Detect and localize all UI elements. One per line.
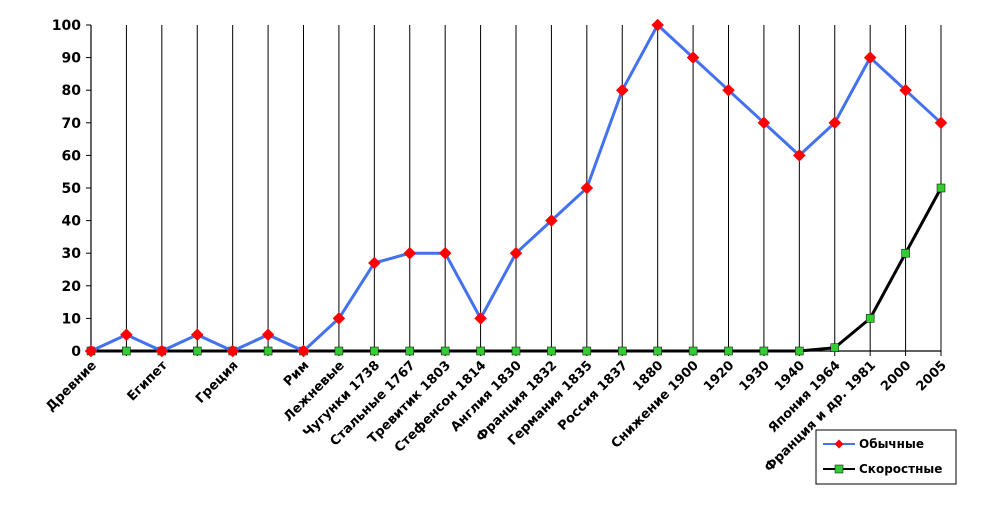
legend: Обычные Скоростные [815, 429, 957, 485]
data-point-square [370, 346, 379, 356]
data-point-diamond [899, 83, 912, 97]
data-point-diamond [120, 328, 133, 342]
data-point-diamond [84, 344, 98, 358]
x-tick-label: Рим [281, 358, 312, 389]
y-tick-label: 100 [52, 18, 81, 34]
legend-marker-diamond [834, 439, 844, 449]
data-point-square [193, 346, 202, 356]
data-point-diamond [934, 116, 948, 130]
data-point-diamond [757, 116, 771, 130]
data-point-diamond [474, 312, 487, 325]
data-point-square [334, 346, 344, 356]
y-tick-label: 0 [71, 344, 81, 360]
y-tick-label: 80 [62, 83, 82, 99]
data-point-diamond [367, 256, 381, 270]
legend-item: Скоростные [823, 462, 942, 476]
data-point-diamond [261, 328, 275, 342]
data-point-square [759, 346, 769, 356]
data-point-square [440, 346, 450, 356]
data-point-diamond [403, 246, 417, 260]
x-tick-label: Греция [193, 358, 241, 406]
x-tick-label: Древние [43, 358, 100, 415]
data-point-square [476, 346, 485, 356]
data-point-diamond [651, 18, 665, 32]
legend-label: Обычные [859, 437, 924, 451]
data-point-square [653, 346, 662, 356]
data-point-square [865, 314, 875, 323]
x-tick-label: 2005 [914, 358, 950, 394]
data-point-square [618, 346, 627, 356]
data-point-square [547, 346, 556, 356]
data-point-diamond [792, 149, 806, 162]
data-point-square [511, 346, 521, 356]
data-point-diamond [226, 344, 240, 358]
data-point-diamond [722, 83, 735, 97]
legend-item: Обычные [823, 437, 924, 451]
data-point-square [936, 183, 946, 193]
data-point-diamond [155, 344, 169, 358]
data-point-diamond [297, 344, 310, 358]
x-tick-label: 2000 [878, 358, 914, 394]
data-point-square [830, 343, 839, 352]
y-tick-label: 10 [62, 311, 82, 327]
y-tick-label: 40 [62, 214, 82, 230]
y-tick-label: 20 [62, 279, 82, 295]
vertical-gridlines [125, 25, 942, 351]
data-point-diamond [438, 246, 452, 260]
y-tick-label: 70 [62, 116, 82, 132]
data-point-diamond [580, 181, 594, 195]
data-point-square [795, 346, 804, 356]
data-point-diamond [686, 51, 700, 64]
series-regular [84, 18, 948, 358]
x-tick-label: Египет [125, 358, 171, 404]
data-point-square [688, 346, 698, 356]
data-point-diamond [545, 214, 558, 227]
data-point-square [405, 346, 414, 356]
x-tick-label: 1920 [701, 358, 737, 394]
legend-label: Скоростные [859, 462, 942, 476]
data-point-diamond [863, 51, 877, 64]
data-point-square [263, 346, 273, 356]
legend-box [815, 429, 957, 485]
y-tick-label: 30 [62, 246, 82, 262]
y-axis-ticks: 0 10 20 30 40 50 60 70 80 90 100 [52, 18, 91, 360]
data-point-diamond [332, 312, 346, 325]
data-point-square [901, 248, 910, 258]
data-point-square [582, 346, 592, 356]
data-point-diamond [615, 83, 629, 97]
y-tick-label: 90 [62, 51, 82, 67]
x-tick-label: 1930 [737, 358, 773, 394]
y-tick-label: 60 [62, 148, 82, 164]
legend-marker-square [834, 464, 844, 474]
data-point-diamond [828, 116, 842, 130]
data-point-square [724, 346, 733, 356]
series [84, 18, 948, 358]
data-point-square [122, 346, 131, 356]
y-tick-label: 50 [62, 181, 82, 197]
data-point-diamond [190, 328, 204, 342]
data-point-diamond [509, 246, 523, 260]
